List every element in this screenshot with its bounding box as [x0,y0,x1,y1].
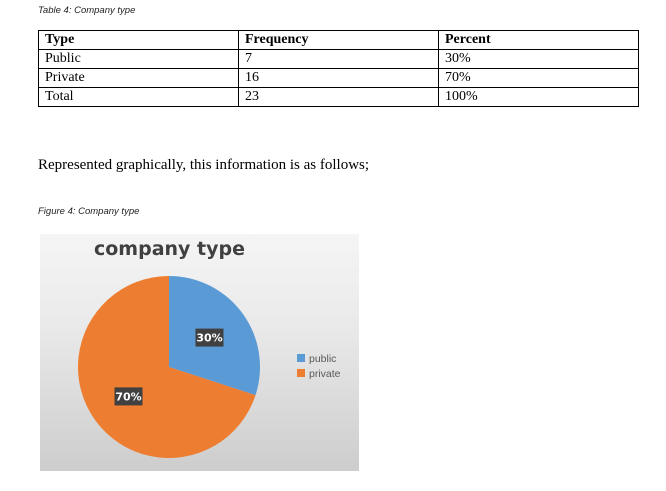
cell-percent: 70% [438,68,639,88]
pie-plot-area: 30% 70% [78,276,260,459]
cell-type: Private [38,68,239,88]
svg-text:30%: 30% [196,332,222,345]
header-percent: Percent [438,30,639,50]
pie-chart: company type 30% 70% public private [40,234,359,471]
cell-frequency: 23 [238,87,439,107]
cell-frequency: 7 [238,49,439,69]
legend-item-public: public [297,352,341,367]
legend-label: public [309,353,337,365]
data-label-private: 70% [114,387,143,406]
cell-percent: 30% [438,49,639,69]
data-label-public: 30% [195,328,224,347]
cell-percent: 100% [438,87,639,107]
table-caption: Table 4: Company type [38,5,136,16]
legend-label: private [309,368,341,380]
legend-swatch [297,354,305,362]
legend-swatch [297,369,305,377]
legend-item-private: private [297,367,341,382]
table-row: Private 16 70% [38,68,639,88]
table-row: Public 7 30% [38,49,639,69]
cell-frequency: 16 [238,68,439,88]
cell-type: Public [38,49,239,69]
chart-title: company type [93,238,246,260]
company-type-table: Type Frequency Percent Public 7 30% Priv… [38,30,639,107]
header-frequency: Frequency [238,30,439,50]
cell-type: Total [38,87,239,107]
chart-legend: public private [297,352,341,382]
figure-caption: Figure 4: Company type [38,206,140,217]
svg-text:70%: 70% [115,390,141,403]
header-type: Type [38,30,239,50]
body-paragraph: Represented graphically, this informatio… [38,157,370,173]
pie-slice-private [78,276,256,459]
table-header-row: Type Frequency Percent [38,30,639,50]
table-row: Total 23 100% [38,87,639,107]
